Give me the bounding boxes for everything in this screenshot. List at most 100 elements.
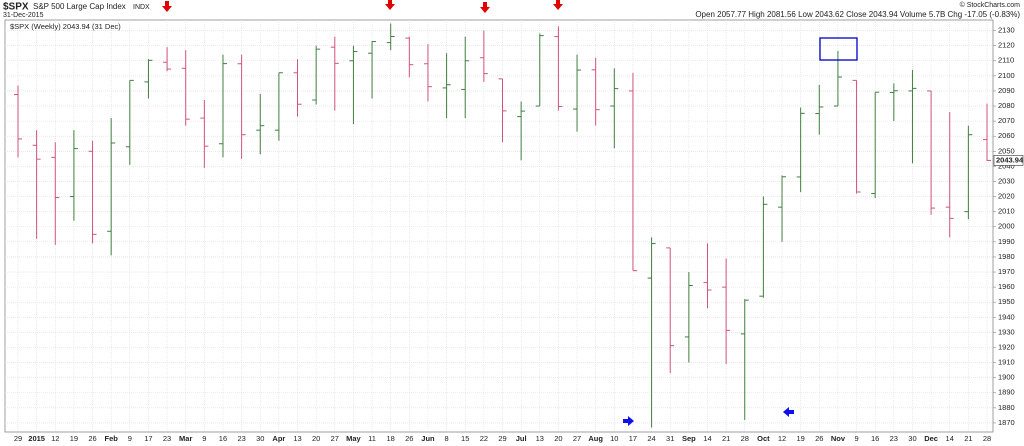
ohlc-bar xyxy=(871,91,880,199)
x-tick-label: 2015 xyxy=(28,434,45,443)
ohlc-bar xyxy=(610,68,619,149)
x-tick-label: 17 xyxy=(144,434,152,443)
last-price-box xyxy=(993,155,1024,166)
x-tick-label: 13 xyxy=(293,434,301,443)
ohlc-bar xyxy=(144,59,153,99)
ohlc-bar xyxy=(107,118,116,256)
ohlc-bar xyxy=(274,72,283,141)
y-tick-label: 2090 xyxy=(998,86,1015,95)
ohlc-bar xyxy=(405,36,414,78)
ohlc-bar xyxy=(945,112,954,238)
x-tick-label: 29 xyxy=(498,434,506,443)
x-tick-label: 31 xyxy=(666,434,674,443)
grid xyxy=(5,20,996,432)
x-tick-label: Aug xyxy=(588,434,603,443)
x-tick-label: 22 xyxy=(480,434,488,443)
x-tick-label: Nov xyxy=(831,434,846,443)
ohlc-bar xyxy=(889,83,898,122)
x-tick-label: 9 xyxy=(854,434,858,443)
index-name: S&P 500 Large Cap Index xyxy=(33,2,126,11)
x-tick-label: 21 xyxy=(964,434,972,443)
y-tick-label: 1890 xyxy=(998,388,1015,397)
x-tick-label: 26 xyxy=(88,434,96,443)
red-arrows xyxy=(162,0,563,13)
ohlc-bar xyxy=(722,258,731,365)
y-tick-label: 1950 xyxy=(998,297,1015,306)
ohlc-bar xyxy=(51,142,60,245)
x-tick-label: 14 xyxy=(703,434,711,443)
ohlc-bar xyxy=(591,57,600,126)
y-tick-label: 1970 xyxy=(998,267,1015,276)
x-tick-label: 16 xyxy=(871,434,879,443)
y-tick-label: 1960 xyxy=(998,282,1015,291)
ohlc-bar xyxy=(498,78,507,143)
y-tick-label: 2100 xyxy=(998,71,1015,80)
ohlc-bar xyxy=(927,90,936,215)
ohlc-bar xyxy=(517,101,526,161)
x-tick-label: 23 xyxy=(890,434,898,443)
ohlc-bar xyxy=(330,36,339,111)
ohlc-bar xyxy=(423,44,432,102)
x-tick-label: 10 xyxy=(610,434,618,443)
y-tick-label: 2080 xyxy=(998,101,1015,110)
ohlc-bar xyxy=(256,93,265,155)
x-tick-label: May xyxy=(346,434,361,443)
blue-arrow-right xyxy=(623,416,634,426)
ohlc-bar xyxy=(88,140,97,244)
copyright: © StockCharts.com xyxy=(960,1,1021,9)
x-tick-label: 17 xyxy=(629,434,637,443)
x-tick-label: 14 xyxy=(946,434,954,443)
x-tick-label: 20 xyxy=(554,434,562,443)
x-tick-label: Jun xyxy=(421,434,435,443)
plot-frame xyxy=(4,19,994,433)
y-tick-label: 2010 xyxy=(998,207,1015,216)
x-tick-label: Mar xyxy=(179,434,192,443)
x-tick-label: Feb xyxy=(105,434,119,443)
ohlc-bar xyxy=(349,45,358,125)
x-tick-label: 26 xyxy=(405,434,413,443)
y-tick-label: 1870 xyxy=(998,418,1015,427)
x-tick-label: 20 xyxy=(312,434,320,443)
x-tick-label: 24 xyxy=(647,434,655,443)
y-tick-label: 1920 xyxy=(998,342,1015,351)
ohlc-bar xyxy=(293,59,302,117)
ohlc-bar xyxy=(833,50,842,107)
y-tick-label: 1880 xyxy=(998,403,1015,412)
x-tick-label: 30 xyxy=(908,434,916,443)
ohlc-bar xyxy=(32,130,41,239)
last-price-label: 2043.94 xyxy=(996,155,1024,164)
x-tick-label: Oct xyxy=(757,434,770,443)
y-tick-label: 2110 xyxy=(998,56,1014,65)
ohlc-bar xyxy=(69,130,78,221)
y-tick-label: 1900 xyxy=(998,373,1015,382)
legend: $SPX (Weekly) 2043.94 (31 Dec) xyxy=(10,22,121,31)
x-tick-label: Sep xyxy=(682,434,696,443)
y-tick-label: 2070 xyxy=(998,116,1015,125)
x-tick-label: 9 xyxy=(202,434,206,443)
y-tick-label: 1940 xyxy=(998,312,1015,321)
y-tick-label: 1910 xyxy=(998,358,1015,367)
x-tick-label: 26 xyxy=(815,434,823,443)
x-tick-label: 18 xyxy=(387,434,395,443)
ohlc-bar xyxy=(778,175,787,242)
x-tick-label: 9 xyxy=(128,434,132,443)
x-tick-label: 11 xyxy=(368,434,376,443)
x-tick-label: 28 xyxy=(741,434,749,443)
ohlc-bar xyxy=(852,79,861,194)
x-tick-label: 30 xyxy=(256,434,264,443)
highlight-box xyxy=(819,37,858,61)
y-tick-label: 2030 xyxy=(998,176,1015,185)
x-tick-label: 15 xyxy=(461,434,469,443)
y-tick-label: 2060 xyxy=(998,131,1015,140)
y-tick-label: 1980 xyxy=(998,252,1015,261)
x-tick-label: Apr xyxy=(272,434,285,443)
x-tick-label: 16 xyxy=(219,434,227,443)
y-tick-label: 1990 xyxy=(998,237,1015,246)
ohlc-bar xyxy=(628,72,637,272)
ohlc-bar xyxy=(796,107,805,193)
x-tick-label: 23 xyxy=(163,434,171,443)
ohlc-bar xyxy=(740,299,749,420)
ohlc-bar xyxy=(461,36,470,119)
ohlc-bar xyxy=(125,79,134,165)
